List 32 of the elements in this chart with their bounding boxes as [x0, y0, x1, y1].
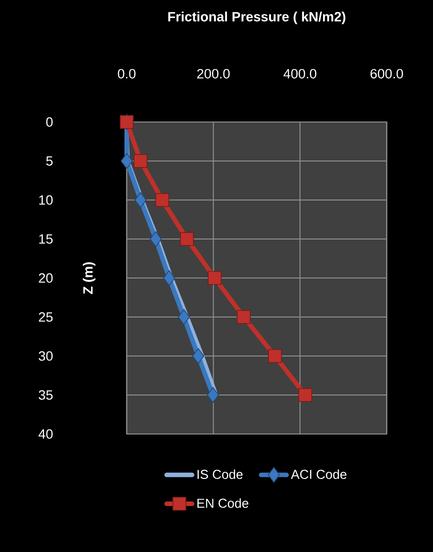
y-tick-label: 5 — [46, 156, 53, 166]
point — [236, 310, 251, 324]
legend-label: EN Code — [197, 498, 248, 508]
point — [208, 271, 222, 285]
point — [120, 153, 133, 169]
point — [206, 387, 219, 403]
y-tick-label: 15 — [39, 234, 53, 244]
point — [298, 388, 312, 402]
y-tick-label: 35 — [38, 390, 53, 400]
point — [134, 154, 148, 168]
x-tick-label: 0.0 — [118, 68, 136, 78]
y-tick-label: 40 — [38, 429, 53, 439]
y-tick-label: 10 — [39, 195, 53, 205]
x-tick-label: 600.0 — [370, 68, 403, 78]
point — [163, 270, 176, 286]
point — [192, 348, 204, 364]
y-axis-title: Z (m) — [82, 262, 96, 294]
y-tick-label: 0 — [46, 117, 53, 127]
point — [180, 232, 194, 246]
x-axis-title: Frictional Pressure ( kN/m2) — [168, 12, 346, 24]
point — [268, 349, 282, 363]
legend-label: IS Code — [198, 469, 243, 479]
x-tick-label: 200.0 — [197, 68, 230, 78]
point — [150, 231, 162, 247]
point — [178, 309, 190, 325]
y-tick-label: 25 — [38, 312, 53, 322]
y-tick-label: 20 — [38, 273, 53, 283]
point — [155, 193, 170, 207]
y-tick-label: 30 — [38, 351, 53, 361]
point — [134, 192, 147, 208]
legend-label: ACI Code — [290, 469, 346, 479]
x-tick-label: 400.0 — [284, 68, 316, 78]
